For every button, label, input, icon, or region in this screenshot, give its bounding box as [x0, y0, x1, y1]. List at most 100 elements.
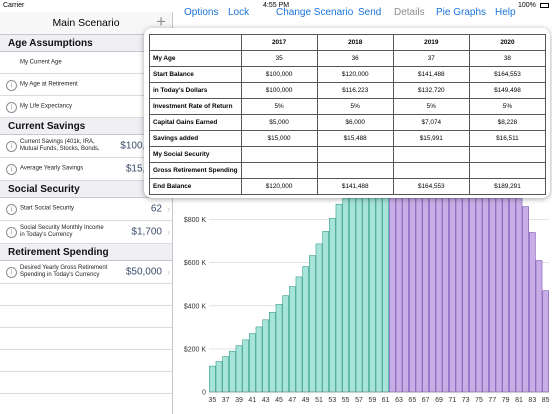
- bar: [269, 311, 276, 393]
- empty-row: [0, 284, 172, 306]
- bar: [275, 303, 283, 393]
- bar: [442, 198, 449, 393]
- pie-graphs-button[interactable]: Pie Graphs: [436, 7, 487, 18]
- table-cell: 37: [392, 50, 470, 67]
- scenario-title: Main Scenario: [52, 17, 120, 29]
- x-tick-label: 75: [475, 397, 483, 404]
- bar: [322, 231, 329, 393]
- setting-row[interactable]: i Social Security Monthly Income in Today…: [0, 221, 172, 244]
- bar: [435, 198, 443, 393]
- table-cell: 36: [316, 50, 394, 67]
- table-cell: [240, 146, 318, 163]
- row-label: Savings added: [149, 130, 242, 147]
- x-tick-label: 81: [515, 397, 523, 404]
- info-icon[interactable]: i: [6, 164, 17, 175]
- row-label: My Social Security: [149, 146, 242, 163]
- x-tick-label: 73: [462, 397, 470, 404]
- toolbar: Options Lock Change Scenario Send Detail…: [173, 0, 552, 26]
- help-button[interactable]: Help: [495, 7, 516, 18]
- table-row: Start Balance $100,000 $120,000 $141,488 $16…: [149, 66, 547, 83]
- table-cell: $120,000: [240, 178, 318, 195]
- chevron-right-icon: ›: [167, 267, 170, 277]
- y-tick-label: $400 K: [184, 303, 207, 310]
- x-tick-label: 85: [542, 397, 550, 404]
- table-cell: $141,488: [316, 178, 394, 195]
- setting-value: $100,000: [120, 140, 162, 152]
- year-header: 2020: [468, 34, 547, 51]
- bar: [208, 365, 216, 393]
- bar: [289, 286, 296, 393]
- x-tick-label: 47: [288, 397, 296, 404]
- details-button[interactable]: Details: [394, 7, 425, 18]
- x-tick-label: 69: [435, 397, 443, 404]
- info-icon[interactable]: i: [6, 267, 17, 278]
- bar: [428, 198, 436, 393]
- setting-row[interactable]: i Desired Yearly Gross Retirement Spendin…: [0, 261, 172, 284]
- x-tick-label: 41: [248, 397, 256, 404]
- table-cell: 5%: [240, 98, 318, 115]
- setting-label: Current Savings (401k, IRA, Mutual Funds…: [20, 139, 100, 152]
- table-row: Investment Rate of Return 5% 5% 5% 5%: [149, 98, 547, 115]
- bar: [215, 361, 223, 393]
- bar: [495, 198, 503, 393]
- add-scenario-button[interactable]: +: [156, 12, 166, 31]
- setting-value: $15,000: [126, 164, 162, 175]
- table-cell: 5%: [468, 98, 547, 115]
- details-popover: 2017 2018 2019 2020 My Age 35 36 37 38 Start Bala…: [144, 28, 550, 198]
- table-cell: $100,000: [240, 82, 318, 99]
- table-cell: $120,000: [316, 66, 394, 83]
- bar: [369, 198, 376, 393]
- bar: [349, 198, 356, 393]
- info-icon[interactable]: i: [6, 227, 17, 238]
- bar: [468, 198, 476, 393]
- table-cell: $6,000: [316, 114, 394, 131]
- bar: [262, 319, 269, 393]
- setting-value: 62: [150, 203, 162, 215]
- y-tick-label: $600 K: [184, 260, 207, 267]
- year-header: 2018: [316, 34, 394, 51]
- lock-button[interactable]: Lock: [228, 7, 250, 18]
- table-cell: $16,511: [468, 130, 547, 147]
- bar: [282, 295, 289, 393]
- info-icon[interactable]: i: [6, 79, 17, 91]
- setting-row[interactable]: i Start Social Security 62 ›: [0, 198, 172, 221]
- bar: [335, 203, 343, 393]
- clock: 4:55 PM: [263, 2, 290, 9]
- info-icon[interactable]: i: [6, 141, 17, 152]
- table-cell: [468, 162, 547, 179]
- empty-row: [0, 372, 172, 394]
- bar: [482, 198, 489, 393]
- send-button[interactable]: Send: [358, 7, 382, 18]
- battery-percent: 100%: [518, 2, 536, 9]
- table-row: Gross Retirement Spending: [149, 162, 547, 179]
- bar: [488, 198, 496, 393]
- table-row: Savings added $15,000 $15,488 $15,991 $16,51…: [149, 130, 547, 147]
- row-label: in Today's Dollars: [149, 82, 242, 99]
- x-tick-label: 79: [502, 397, 510, 404]
- x-tick-label: 63: [395, 397, 403, 404]
- info-icon[interactable]: i: [6, 204, 17, 215]
- change-scenario-button[interactable]: Change Scenario: [276, 7, 354, 18]
- carrier-label: Carrier: [3, 2, 25, 9]
- row-label: Gross Retirement Spending: [149, 162, 242, 179]
- x-tick-label: 51: [315, 397, 323, 404]
- info-icon[interactable]: i: [6, 101, 17, 113]
- bar: [535, 260, 543, 393]
- bar: [462, 198, 469, 393]
- bar: [522, 206, 529, 393]
- year-header: 2019: [392, 34, 470, 51]
- bar: [389, 198, 396, 393]
- x-tick-label: 53: [328, 397, 336, 404]
- bar: [515, 198, 523, 393]
- x-tick-label: 37: [222, 397, 230, 404]
- empty-row: [0, 350, 172, 372]
- bar: [302, 266, 309, 393]
- x-tick-label: 43: [262, 397, 270, 404]
- options-button[interactable]: Options: [184, 7, 219, 18]
- bar: [249, 333, 256, 393]
- bar: [508, 198, 516, 393]
- table-row: End Balance $120,000 $141,488 $164,553 $189,…: [149, 178, 547, 195]
- table-cell: $7,074: [392, 114, 470, 131]
- bar: [395, 198, 403, 393]
- x-tick-label: 55: [342, 397, 350, 404]
